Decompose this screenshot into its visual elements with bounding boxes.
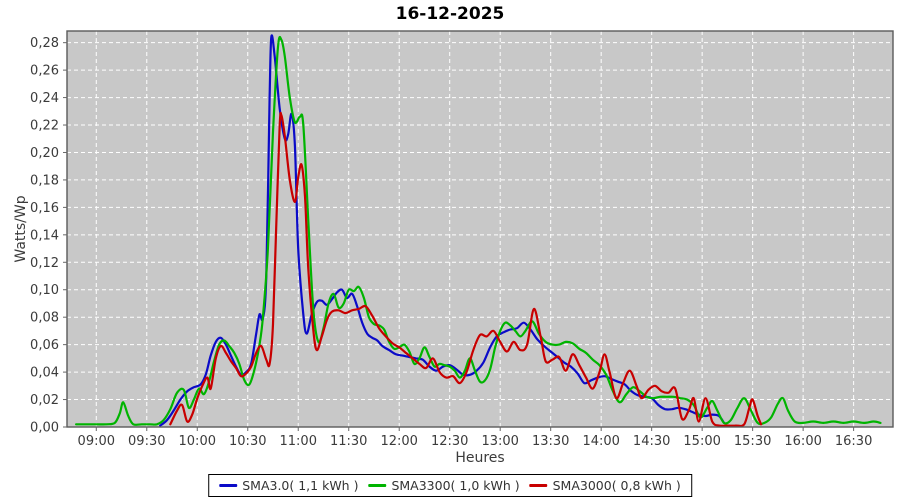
x-tick-label: 16:30 bbox=[835, 434, 872, 449]
legend-swatch-blue-icon bbox=[219, 484, 238, 487]
legend-swatch-red-icon bbox=[529, 484, 548, 487]
x-tick-label: 13:30 bbox=[532, 434, 569, 449]
chart-title: 16-12-2025 bbox=[395, 4, 505, 24]
x-tick-label: 13:00 bbox=[481, 434, 518, 449]
y-tick-label: 0,22 bbox=[30, 119, 59, 134]
series-line-sma3-0 bbox=[159, 34, 726, 427]
y-tick-label: 0,20 bbox=[30, 146, 59, 161]
x-tick-label: 14:00 bbox=[582, 434, 619, 449]
legend-item-sma3300: SMA3300( 1,0 kWh ) bbox=[368, 478, 520, 493]
y-tick-label: 0,12 bbox=[30, 256, 59, 271]
series-line-sma3000 bbox=[169, 111, 763, 427]
legend-label-sma3-0: SMA3.0( 1,1 kWh ) bbox=[242, 478, 359, 493]
y-tick-label: 0,04 bbox=[30, 366, 59, 381]
y-tick-label: 0,28 bbox=[30, 36, 59, 51]
legend: SMA3.0( 1,1 kWh ) SMA3300( 1,0 kWh ) SMA… bbox=[208, 474, 692, 497]
y-tick-label: 0,00 bbox=[30, 421, 59, 436]
legend-label-sma3300: SMA3300( 1,0 kWh ) bbox=[391, 478, 520, 493]
plot-border bbox=[66, 30, 894, 428]
x-tick-label: 16:00 bbox=[784, 434, 821, 449]
y-tick-label: 0,08 bbox=[30, 311, 59, 326]
y-tick-label: 0,24 bbox=[30, 91, 59, 106]
x-axis-title: Heures bbox=[455, 450, 505, 466]
plot-background bbox=[67, 31, 893, 427]
y-tick-label: 0,18 bbox=[30, 173, 59, 188]
legend-swatch-green-icon bbox=[368, 484, 387, 487]
y-tick-label: 0,26 bbox=[30, 64, 59, 79]
x-tick-label: 10:30 bbox=[229, 434, 266, 449]
legend-label-sma3000: SMA3000( 0,8 kWh ) bbox=[552, 478, 681, 493]
legend-item-sma3-0: SMA3.0( 1,1 kWh ) bbox=[219, 478, 358, 493]
y-tick-label: 0,14 bbox=[30, 228, 59, 243]
axis-ticks bbox=[63, 42, 855, 431]
x-tick-label: 11:00 bbox=[280, 434, 317, 449]
series-lines bbox=[75, 34, 882, 427]
y-tick-label: 0,10 bbox=[30, 283, 59, 298]
x-tick-label: 10:00 bbox=[179, 434, 216, 449]
axis-tick-labels: 0,00 0,02 0,04 0,06 0,08 0,10 0,12 0,14 0,16 0,18… bbox=[30, 36, 872, 449]
x-tick-label: 09:30 bbox=[128, 434, 165, 449]
y-axis-title: Watts/Wp bbox=[13, 195, 29, 263]
x-tick-label: 12:00 bbox=[380, 434, 417, 449]
x-tick-label: 15:00 bbox=[683, 434, 720, 449]
y-tick-label: 0,06 bbox=[30, 338, 59, 353]
legend-item-sma3000: SMA3000( 0,8 kWh ) bbox=[529, 478, 681, 493]
y-tick-label: 0,16 bbox=[30, 201, 59, 216]
x-tick-label: 12:30 bbox=[431, 434, 468, 449]
y-tick-label: 0,02 bbox=[30, 393, 59, 408]
x-tick-label: 11:30 bbox=[330, 434, 367, 449]
x-tick-label: 09:00 bbox=[78, 434, 115, 449]
gridlines bbox=[67, 31, 893, 427]
x-tick-label: 14:30 bbox=[633, 434, 670, 449]
x-tick-label: 15:30 bbox=[734, 434, 771, 449]
